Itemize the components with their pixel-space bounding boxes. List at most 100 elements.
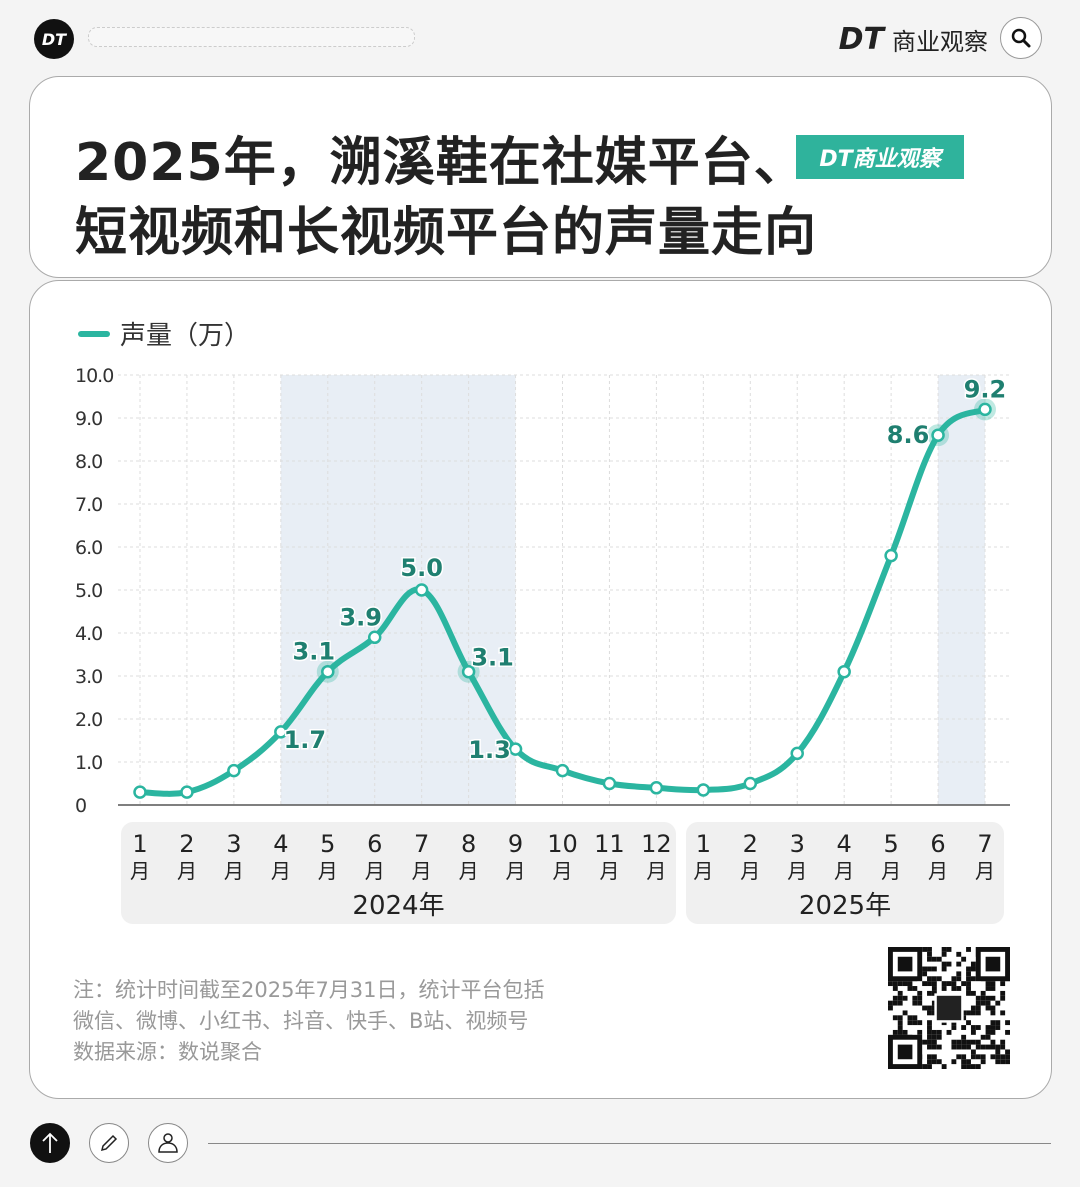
year-group-box <box>686 822 1004 924</box>
title-badge: DT商业观察 <box>796 135 964 179</box>
data-point <box>414 583 429 597</box>
x-tick-unit: 月 <box>271 859 291 883</box>
logo: DT <box>34 19 74 59</box>
data-point <box>790 746 804 761</box>
x-tick-month: 9 <box>508 830 523 858</box>
page-title: 2025年，溯溪鞋在社媒平台、 短视频和长视频平台的声量走向 <box>75 128 817 268</box>
x-tick-unit: 月 <box>834 859 854 883</box>
data-point <box>508 742 523 756</box>
y-tick-label: 3.0 <box>75 666 102 688</box>
data-point <box>133 785 147 799</box>
x-tick-unit: 月 <box>224 859 244 883</box>
qr-code <box>888 947 1010 1069</box>
data-point <box>461 664 476 679</box>
data-point <box>884 548 898 563</box>
x-tick-unit: 月 <box>365 859 385 883</box>
data-label: 5.0 <box>400 554 443 582</box>
data-source: 数据来源：数说聚合 <box>73 1040 262 1064</box>
data-point <box>978 402 992 417</box>
x-tick-unit: 月 <box>599 859 619 883</box>
data-label: 1.7 <box>284 726 327 754</box>
year-label: 2025年 <box>799 891 891 921</box>
y-tick-label: 0 <box>75 795 86 817</box>
chart-card <box>29 280 1052 1099</box>
data-point <box>649 781 664 795</box>
legend: 声量（万） <box>78 315 250 352</box>
x-tick-month: 6 <box>930 830 945 858</box>
y-tick-label: 6.0 <box>75 537 102 559</box>
search-icon <box>1011 28 1031 48</box>
notes: 注：统计时间截至2025年7月31日，统计平台包括 微信、微博、小红书、抖音、快… <box>73 975 545 1068</box>
brand-mark: DT <box>838 22 884 57</box>
x-tick-unit: 月 <box>506 859 526 883</box>
user-icon <box>158 1133 178 1153</box>
data-point <box>931 428 945 442</box>
x-tick-month: 1 <box>132 830 147 858</box>
x-tick-unit: 月 <box>130 859 150 883</box>
x-tick-unit: 月 <box>646 859 666 883</box>
scroll-top-button[interactable] <box>30 1123 70 1163</box>
y-tick-label: 2.0 <box>75 709 102 731</box>
year-label: 2024年 <box>352 891 444 921</box>
x-tick-month: 2 <box>179 830 194 858</box>
data-point <box>743 776 758 791</box>
y-tick-label: 4.0 <box>75 623 102 645</box>
data-point <box>227 763 241 778</box>
x-tick-month: 7 <box>414 830 429 858</box>
divider <box>208 1143 1051 1144</box>
y-tick-label: 10.0 <box>75 365 113 387</box>
x-tick-unit: 月 <box>318 859 338 883</box>
data-label: 3.9 <box>339 603 382 631</box>
x-tick-month: 5 <box>320 830 335 858</box>
title-line-1: 2025年，溯溪鞋在社媒平台、 <box>75 133 807 193</box>
pencil-icon <box>100 1134 118 1152</box>
x-tick-month: 3 <box>790 830 805 858</box>
x-tick-month: 6 <box>367 830 382 858</box>
search-input[interactable] <box>88 27 415 47</box>
edit-button[interactable] <box>89 1123 129 1163</box>
brand-name: 商业观察 <box>892 28 988 56</box>
data-point <box>555 763 570 778</box>
data-label: 1.3 <box>468 736 511 764</box>
x-tick-month: 5 <box>883 830 898 858</box>
data-point <box>696 783 711 797</box>
data-point <box>321 664 335 679</box>
data-label: 3.1 <box>471 644 514 672</box>
y-tick-label: 7.0 <box>75 494 102 516</box>
y-tick-label: 9.0 <box>75 408 102 430</box>
data-point <box>837 664 851 679</box>
note-line-2: 微信、微博、小红书、抖音、快手、B站、视频号 <box>73 1009 529 1033</box>
x-tick-unit: 月 <box>412 859 432 883</box>
x-tick-unit: 月 <box>881 859 901 883</box>
year-group-box <box>121 822 676 924</box>
data-point <box>180 785 194 799</box>
x-tick-unit: 月 <box>928 859 948 883</box>
x-tick-unit: 月 <box>975 859 995 883</box>
arrow-up-icon <box>42 1132 58 1153</box>
x-tick-month: 3 <box>226 830 241 858</box>
x-tick-month: 11 <box>594 830 625 858</box>
x-tick-unit: 月 <box>459 859 479 883</box>
brand: DT 商业观察 <box>839 22 988 57</box>
search-button[interactable] <box>1000 17 1042 59</box>
y-tick-label: 1.0 <box>75 752 102 774</box>
x-tick-unit: 月 <box>177 859 197 883</box>
x-tick-month: 4 <box>273 830 288 858</box>
y-tick-label: 5.0 <box>75 580 102 602</box>
data-point <box>602 776 617 791</box>
data-label: 8.6 <box>887 421 930 449</box>
profile-button[interactable] <box>148 1123 188 1163</box>
data-label: 3.1 <box>293 638 336 666</box>
legend-swatch <box>78 330 110 337</box>
highlight-band <box>280 375 516 805</box>
x-tick-month: 2 <box>743 830 758 858</box>
data-label: 9.2 <box>964 375 1007 403</box>
x-tick-unit: 月 <box>693 859 713 883</box>
x-tick-month: 1 <box>696 830 711 858</box>
y-tick-label: 8.0 <box>75 451 102 473</box>
note-line-1: 注：统计时间截至2025年7月31日，统计平台包括 <box>73 978 545 1002</box>
x-tick-unit: 月 <box>553 859 573 883</box>
x-tick-unit: 月 <box>740 859 760 883</box>
x-tick-month: 12 <box>641 830 672 858</box>
